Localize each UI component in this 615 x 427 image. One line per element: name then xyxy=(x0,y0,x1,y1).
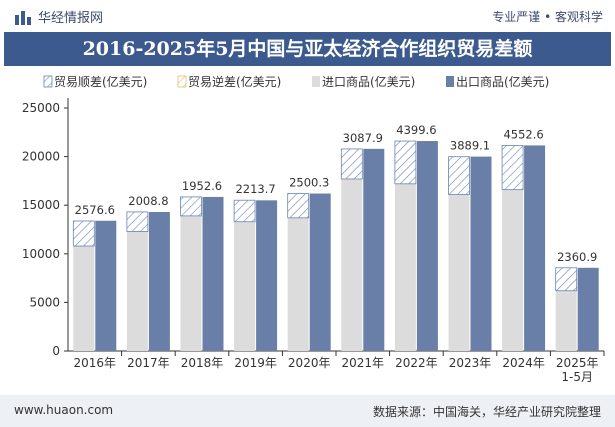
surplus-bar xyxy=(233,199,256,223)
import-bar xyxy=(555,290,577,351)
legend-label: 进口商品(亿美元) xyxy=(322,74,415,89)
brand: 华经情报网 xyxy=(14,7,103,26)
surplus-data-label: 2500.3 xyxy=(289,176,329,190)
import-bar xyxy=(341,178,363,351)
import-bar xyxy=(234,221,256,351)
surplus-data-label: 3087.9 xyxy=(343,131,383,145)
legend-swatch xyxy=(43,75,53,88)
x-tick-label: 2024年 xyxy=(502,356,545,370)
import-bar xyxy=(73,246,95,351)
export-bar xyxy=(470,156,492,351)
surplus-bar xyxy=(394,140,417,185)
export-bar xyxy=(95,220,117,351)
surplus-bar xyxy=(501,144,524,191)
x-tick-label: 2023年 xyxy=(449,356,492,370)
surplus-bar xyxy=(340,148,363,180)
y-tick-label: 25000 xyxy=(22,101,60,115)
footer-source: 数据来源：中国海关，华经产业研究院整理 xyxy=(372,405,601,419)
export-bar xyxy=(416,141,438,351)
y-tick-label: 20000 xyxy=(22,150,60,164)
surplus-data-label: 2008.8 xyxy=(128,194,168,208)
import-bar xyxy=(502,189,524,351)
export-bar xyxy=(148,212,170,351)
x-tick-label: 2018年 xyxy=(181,356,224,370)
export-bar xyxy=(309,193,331,351)
brand-name: 华经情报网 xyxy=(38,11,104,26)
surplus-bar xyxy=(287,193,310,219)
x-tick-label: 2019年 xyxy=(234,356,277,370)
y-tick-label: 0 xyxy=(52,344,60,358)
chart: 贸易顺差(亿美元) 贸易逆差(亿美元) 进口商品(亿美元) 出口商品(亿美元) 0 500… xyxy=(22,74,605,384)
surplus-bar xyxy=(126,211,149,232)
export-bar xyxy=(577,267,599,351)
surplus-data-label: 2360.9 xyxy=(557,250,597,264)
surplus-data-label: 2576.6 xyxy=(75,203,115,217)
export-bar xyxy=(363,148,385,351)
surplus-bar xyxy=(72,220,95,247)
legend-swatch xyxy=(312,76,320,87)
export-bar xyxy=(256,200,278,351)
surplus-bar xyxy=(555,267,578,292)
import-bar xyxy=(394,183,416,351)
x-tick-label: 2025年 xyxy=(556,356,599,370)
surplus-data-label: 1952.6 xyxy=(182,179,222,193)
top-bar: 华经情报网 专业严谨 • 客观科学 xyxy=(0,0,615,32)
legend-swatch xyxy=(446,76,454,87)
bar-chart-icon xyxy=(15,10,31,25)
chart-title: 2016-2025年5月中国与亚太经济合作组织贸易差额 xyxy=(4,32,611,66)
import-bar xyxy=(287,217,309,351)
x-tick-label: 2017年 xyxy=(127,356,170,370)
footer-url[interactable]: www.huaon.com xyxy=(14,403,114,417)
import-bar xyxy=(448,194,470,351)
surplus-data-label: 4399.6 xyxy=(396,123,436,137)
surplus-bar xyxy=(448,156,470,195)
x-tick-label: 2022年 xyxy=(395,356,438,370)
import-bar xyxy=(126,231,148,351)
x-tick-label: 2021年 xyxy=(342,356,385,370)
legend-label: 贸易逆差(亿美元) xyxy=(188,74,281,89)
surplus-data-label: 2213.7 xyxy=(235,182,275,196)
export-bar xyxy=(524,145,546,351)
export-bar xyxy=(202,196,224,351)
y-tick-label: 5000 xyxy=(29,295,60,309)
surplus-data-label: 4552.6 xyxy=(503,127,543,141)
import-bar xyxy=(180,215,202,351)
y-tick-label: 15000 xyxy=(22,198,60,212)
legend-swatch xyxy=(177,75,187,88)
surplus-bar xyxy=(180,196,202,217)
slogan: 专业严谨 • 客观科学 xyxy=(492,10,603,24)
legend-label: 贸易顺差(亿美元) xyxy=(54,74,147,89)
x-tick-label: 2020年 xyxy=(288,356,331,370)
surplus-data-label: 3889.1 xyxy=(450,139,490,153)
x-tick-label: 2016年 xyxy=(74,356,117,370)
x-tick-label: 1-5月 xyxy=(561,370,593,384)
y-tick-label: 10000 xyxy=(22,247,60,261)
legend-label: 出口商品(亿美元) xyxy=(456,74,549,89)
footer: www.huaon.com 数据来源：中国海关，华经产业研究院整理 xyxy=(0,395,615,427)
